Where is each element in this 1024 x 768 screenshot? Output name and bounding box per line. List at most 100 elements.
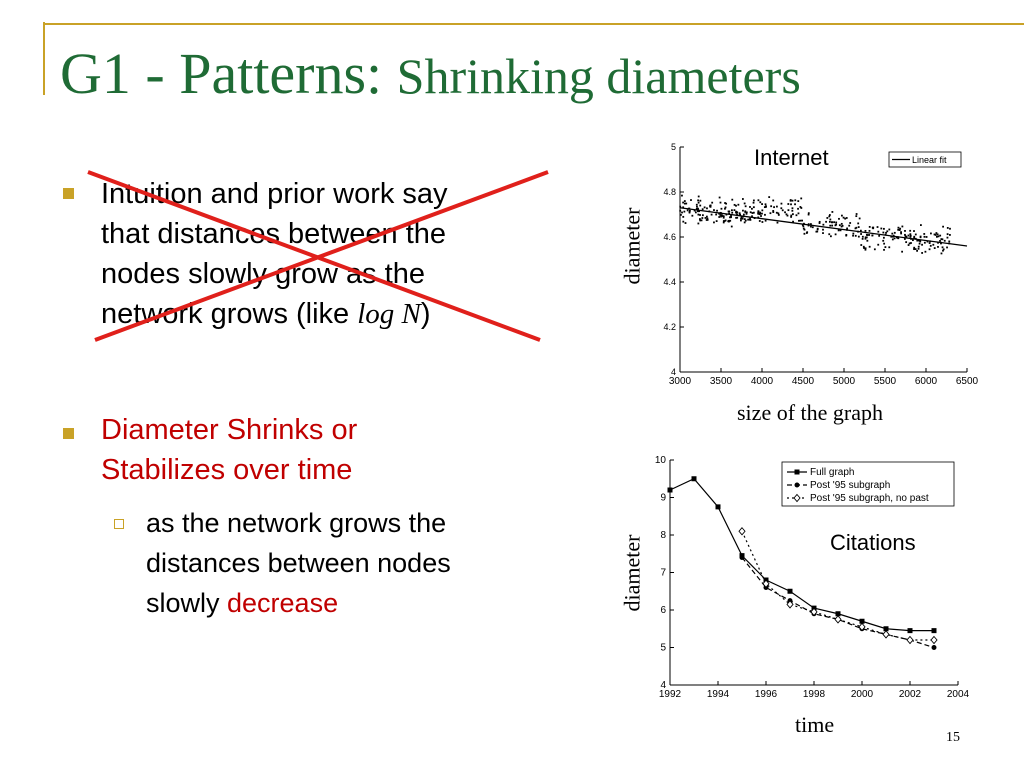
internet-data-point [858,217,861,220]
internet-data-point [921,243,923,246]
internet-x-tick-label: 4500 [792,376,815,387]
internet-data-point [701,217,704,219]
internet-data-point [883,248,885,251]
internet-data-point [854,234,857,237]
internet-data-point [735,210,738,213]
internet-data-point [688,210,691,213]
log-n-formula: log N [357,298,421,330]
internet-data-point [742,209,744,212]
internet-data-point [683,200,686,202]
internet-data-point [800,197,803,200]
internet-data-point [829,224,832,227]
citations-ylabel: diameter [619,534,645,612]
internet-data-point [895,236,898,239]
internet-data-point [799,219,802,222]
citations-y-tick-label: 6 [660,605,666,616]
internet-data-point [818,220,821,223]
citations-data-point [786,600,794,609]
internet-data-point [695,203,698,206]
internet-data-point [682,206,685,209]
internet-data-point [729,219,732,222]
internet-data-point [757,199,760,202]
internet-data-point [848,224,851,227]
internet-data-point [682,201,685,204]
internet-data-point [923,233,926,235]
citations-data-point [834,615,842,624]
internet-data-point [724,207,726,210]
internet-data-point [828,215,831,218]
internet-label: Internet [754,145,829,170]
internet-data-point [681,194,683,197]
internet-data-point [904,233,906,236]
internet-data-point [764,203,767,206]
internet-data-point [949,234,951,236]
internet-data-point [735,216,737,219]
internet-data-point [704,217,707,219]
citations-data-point [691,476,697,482]
internet-data-point [731,211,734,214]
internet-data-point [913,248,915,251]
internet-data-point [709,204,712,207]
citations-legend-label: Post '95 subgraph, no past [810,493,929,504]
internet-data-point [855,213,858,215]
internet-data-point [866,239,869,242]
internet-data-point [730,214,732,217]
internet-data-point [705,215,708,218]
internet-data-point [752,211,755,214]
internet-data-point [713,221,715,224]
internet-data-point [914,248,917,250]
internet-data-point [764,219,767,222]
internet-data-point [939,240,941,242]
internet-data-point [907,244,910,246]
internet-data-point [749,206,751,208]
internet-data-point [724,219,727,222]
sub-bullet-line-1: as the network grows the [146,508,447,538]
internet-data-point [835,221,838,224]
citations-legend: Full graph Post '95 subgraph Post '95 subg… [781,461,955,507]
internet-data-point [806,231,809,234]
sub-bullet-line-3: slowly decrease [146,583,566,623]
internet-x-tick-label: 6000 [915,376,938,387]
internet-data-point [757,216,760,219]
internet-data-point [725,202,728,205]
citations-legend-marker [794,482,800,488]
citations-y-tick-label: 5 [660,643,666,654]
internet-data-point [834,233,837,236]
internet-data-point [765,205,767,208]
internet-data-point [722,221,725,224]
citations-y-tick-label: 7 [660,568,666,579]
internet-data-point [761,221,764,223]
internet-data-point [740,216,743,219]
internet-data-point [935,235,938,238]
citations-legend-marker [794,469,800,475]
internet-data-point [797,200,800,203]
citations-series-line [669,478,934,632]
internet-data-point [759,211,761,214]
internet-data-point [705,219,708,221]
bullet-1-line-2: that distances between the [101,218,447,250]
citations-series-line [741,557,935,649]
internet-data-point [913,237,915,240]
internet-data-point [764,213,766,216]
internet-data-point [900,232,902,235]
internet-data-point [758,213,761,215]
internet-data-point [925,236,928,238]
internet-data-point [748,218,751,221]
internet-data-point [735,211,737,214]
internet-data-point [844,217,847,220]
internet-data-point [923,241,926,244]
internet-data-point [917,245,920,248]
internet-data-point [852,232,855,235]
internet-data-point [905,241,908,244]
internet-data-point [913,230,915,232]
citations-data-point [715,504,721,510]
internet-data-point [935,232,938,234]
internet-data-point [888,246,891,249]
internet-data-point [698,210,701,213]
internet-data-point [897,226,900,229]
internet-data-point [743,218,746,221]
internet-data-point [913,246,916,249]
internet-y-tick-label: 5 [671,142,676,152]
internet-data-point [846,227,849,230]
internet-data-point [946,227,949,229]
